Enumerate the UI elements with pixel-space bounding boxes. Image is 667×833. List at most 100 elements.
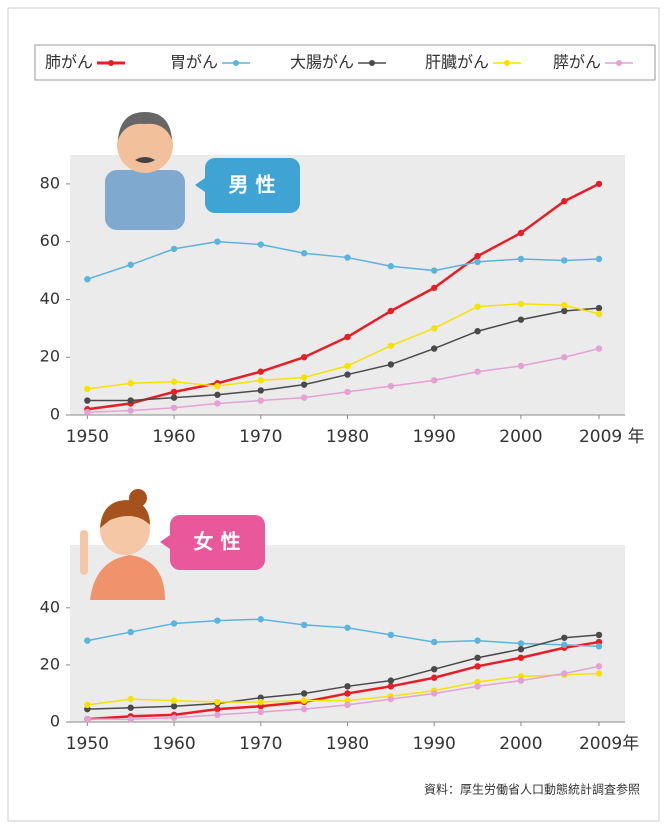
female-callout: 女 性: [160, 515, 265, 570]
y-tick-label: 80: [40, 173, 60, 192]
data-point: [128, 380, 134, 386]
legend-label: 大腸がん: [290, 53, 354, 72]
data-point: [84, 386, 90, 392]
data-point: [431, 675, 437, 681]
x-tick-label: 2000: [499, 427, 542, 447]
data-point: [258, 368, 264, 374]
data-point: [596, 305, 602, 311]
y-tick-label: 60: [40, 231, 60, 250]
data-point: [128, 262, 134, 268]
data-point: [214, 238, 220, 244]
data-point: [388, 677, 394, 683]
data-point: [596, 643, 602, 649]
data-point: [214, 706, 220, 712]
data-point: [518, 363, 524, 369]
data-point: [388, 342, 394, 348]
data-point: [596, 670, 602, 676]
data-point: [388, 361, 394, 367]
x-tick-label: 2009 年: [579, 427, 645, 447]
data-point: [344, 625, 350, 631]
data-point: [128, 407, 134, 413]
x-tick-label: 1970: [239, 427, 282, 447]
data-point: [388, 632, 394, 638]
y-tick-label: 20: [40, 654, 60, 673]
data-point: [344, 702, 350, 708]
x-tick-label: 1970: [239, 734, 282, 754]
x-tick-label: 1980: [326, 427, 369, 447]
data-point: [84, 276, 90, 282]
data-point: [171, 405, 177, 411]
legend-label: 肝臓がん: [425, 53, 489, 72]
data-point: [596, 181, 602, 187]
data-point: [344, 683, 350, 689]
y-tick-label: 40: [40, 289, 60, 308]
data-point: [171, 620, 177, 626]
x-tick-label: 1960: [152, 734, 195, 754]
data-point: [301, 697, 307, 703]
data-point: [128, 696, 134, 702]
x-tick-label: 1990: [413, 427, 456, 447]
legend-marker: [233, 60, 239, 66]
data-point: [84, 702, 90, 708]
legend-marker: [369, 60, 375, 66]
y-tick-label: 0: [50, 712, 60, 731]
data-point: [431, 690, 437, 696]
male-callout: 男 性: [195, 158, 300, 213]
data-point: [596, 345, 602, 351]
data-point: [474, 303, 480, 309]
data-point: [561, 670, 567, 676]
data-point: [84, 397, 90, 403]
data-point: [561, 642, 567, 648]
data-point: [518, 655, 524, 661]
chart: 0204060801950196019701980199020002009 年0…: [0, 0, 667, 829]
data-point: [474, 683, 480, 689]
data-point: [474, 253, 480, 259]
x-tick-label: 1980: [326, 734, 369, 754]
data-point: [344, 334, 350, 340]
data-point: [171, 389, 177, 395]
legend-marker: [616, 60, 622, 66]
data-point: [128, 629, 134, 635]
x-tick-label: 1990: [413, 734, 456, 754]
data-point: [344, 363, 350, 369]
legend-label: 膵がん: [553, 53, 601, 72]
data-point: [474, 259, 480, 265]
data-point: [171, 246, 177, 252]
data-point: [431, 285, 437, 291]
data-point: [301, 706, 307, 712]
data-point: [301, 622, 307, 628]
x-tick-label: 1960: [152, 427, 195, 447]
legend-marker: [108, 60, 114, 66]
data-point: [561, 354, 567, 360]
data-point: [388, 308, 394, 314]
data-point: [128, 716, 134, 722]
data-point: [561, 635, 567, 641]
data-point: [344, 690, 350, 696]
data-point: [128, 705, 134, 711]
data-point: [596, 256, 602, 262]
data-point: [171, 703, 177, 709]
data-point: [561, 198, 567, 204]
data-point: [561, 302, 567, 308]
data-point: [388, 696, 394, 702]
data-point: [474, 637, 480, 643]
data-point: [561, 257, 567, 263]
data-point: [596, 311, 602, 317]
data-point: [388, 263, 394, 269]
data-point: [84, 716, 90, 722]
data-point: [431, 267, 437, 273]
data-point: [474, 328, 480, 334]
data-point: [84, 409, 90, 415]
data-point: [518, 230, 524, 236]
y-tick-label: 0: [50, 405, 60, 424]
data-point: [128, 397, 134, 403]
data-point: [431, 325, 437, 331]
data-point: [431, 377, 437, 383]
data-point: [518, 256, 524, 262]
data-point: [388, 683, 394, 689]
data-point: [214, 712, 220, 718]
data-point: [518, 640, 524, 646]
data-point: [561, 308, 567, 314]
data-point: [258, 397, 264, 403]
data-point: [474, 655, 480, 661]
